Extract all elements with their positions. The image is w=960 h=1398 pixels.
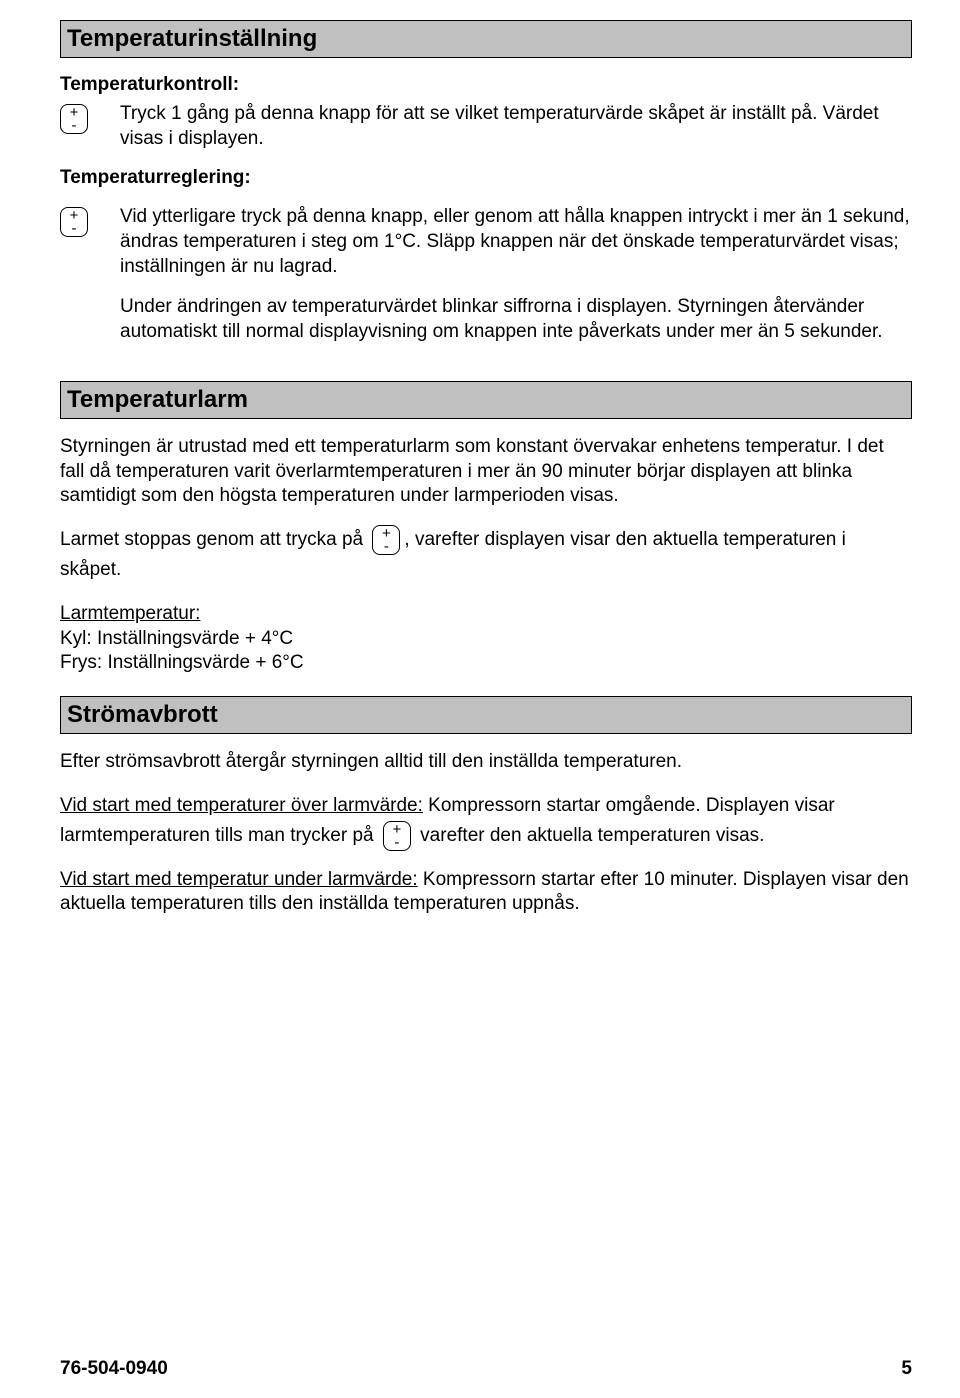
footer-page-number: 5 <box>901 1358 912 1380</box>
power-outage-p3: Vid start med temperatur under larmvärde… <box>60 868 912 917</box>
temp-regulation-text-2: Under ändringen av temperaturvärdet blin… <box>120 295 912 344</box>
subheading-temp-control: Temperaturkontroll: <box>60 74 912 96</box>
plus-minus-icon: + - <box>60 207 88 237</box>
temp-alarm-p2-before: Larmet stoppas genom att trycka på <box>60 529 363 550</box>
temp-regulation-block: + - Vid ytterligare tryck på denna knapp… <box>60 205 912 364</box>
temp-alarm-p2: Larmet stoppas genom att trycka på + - ,… <box>60 525 912 586</box>
minus-glyph: - <box>373 540 399 553</box>
power-outage-p2-after: varefter den aktuella temperaturen visas… <box>420 825 764 846</box>
minus-glyph: - <box>61 222 87 235</box>
minus-glyph: - <box>61 119 87 132</box>
alarm-temp-frys: Frys: Inställningsvärde + 6°C <box>60 652 304 673</box>
section-header-temp-setting: Temperaturinställning <box>60 20 912 58</box>
subheading-temp-regulation: Temperaturreglering: <box>60 167 912 189</box>
plus-minus-icon: + - <box>383 821 411 851</box>
plus-minus-icon: + - <box>60 104 88 134</box>
plus-minus-icon: + - <box>372 525 400 555</box>
section-header-temp-alarm: Temperaturlarm <box>60 381 912 419</box>
temp-control-text: Tryck 1 gång på denna knapp för att se v… <box>120 102 912 151</box>
page-footer: 76-504-0940 5 <box>60 1358 912 1380</box>
power-outage-p2: Vid start med temperaturer över larmvärd… <box>60 791 912 852</box>
temp-control-block: + - Tryck 1 gång på denna knapp för att … <box>60 102 912 151</box>
power-outage-p3-label: Vid start med temperatur under larmvärde… <box>60 869 418 890</box>
alarm-temp-kyl: Kyl: Inställningsvärde + 4°C <box>60 628 293 649</box>
power-outage-p1: Efter strömsavbrott återgår styrningen a… <box>60 750 912 775</box>
alarm-temp-block: Larmtemperatur: Kyl: Inställningsvärde +… <box>60 602 912 676</box>
footer-doc-number: 76-504-0940 <box>60 1358 168 1380</box>
temp-alarm-p1: Styrningen är utrustad med ett temperatu… <box>60 435 912 509</box>
power-outage-p2-label: Vid start med temperaturer över larmvärd… <box>60 795 423 816</box>
minus-glyph: - <box>384 836 410 849</box>
section-header-power-outage: Strömavbrott <box>60 696 912 734</box>
temp-regulation-text-1: Vid ytterligare tryck på denna knapp, el… <box>120 205 912 279</box>
alarm-temp-label: Larmtemperatur: <box>60 603 200 624</box>
